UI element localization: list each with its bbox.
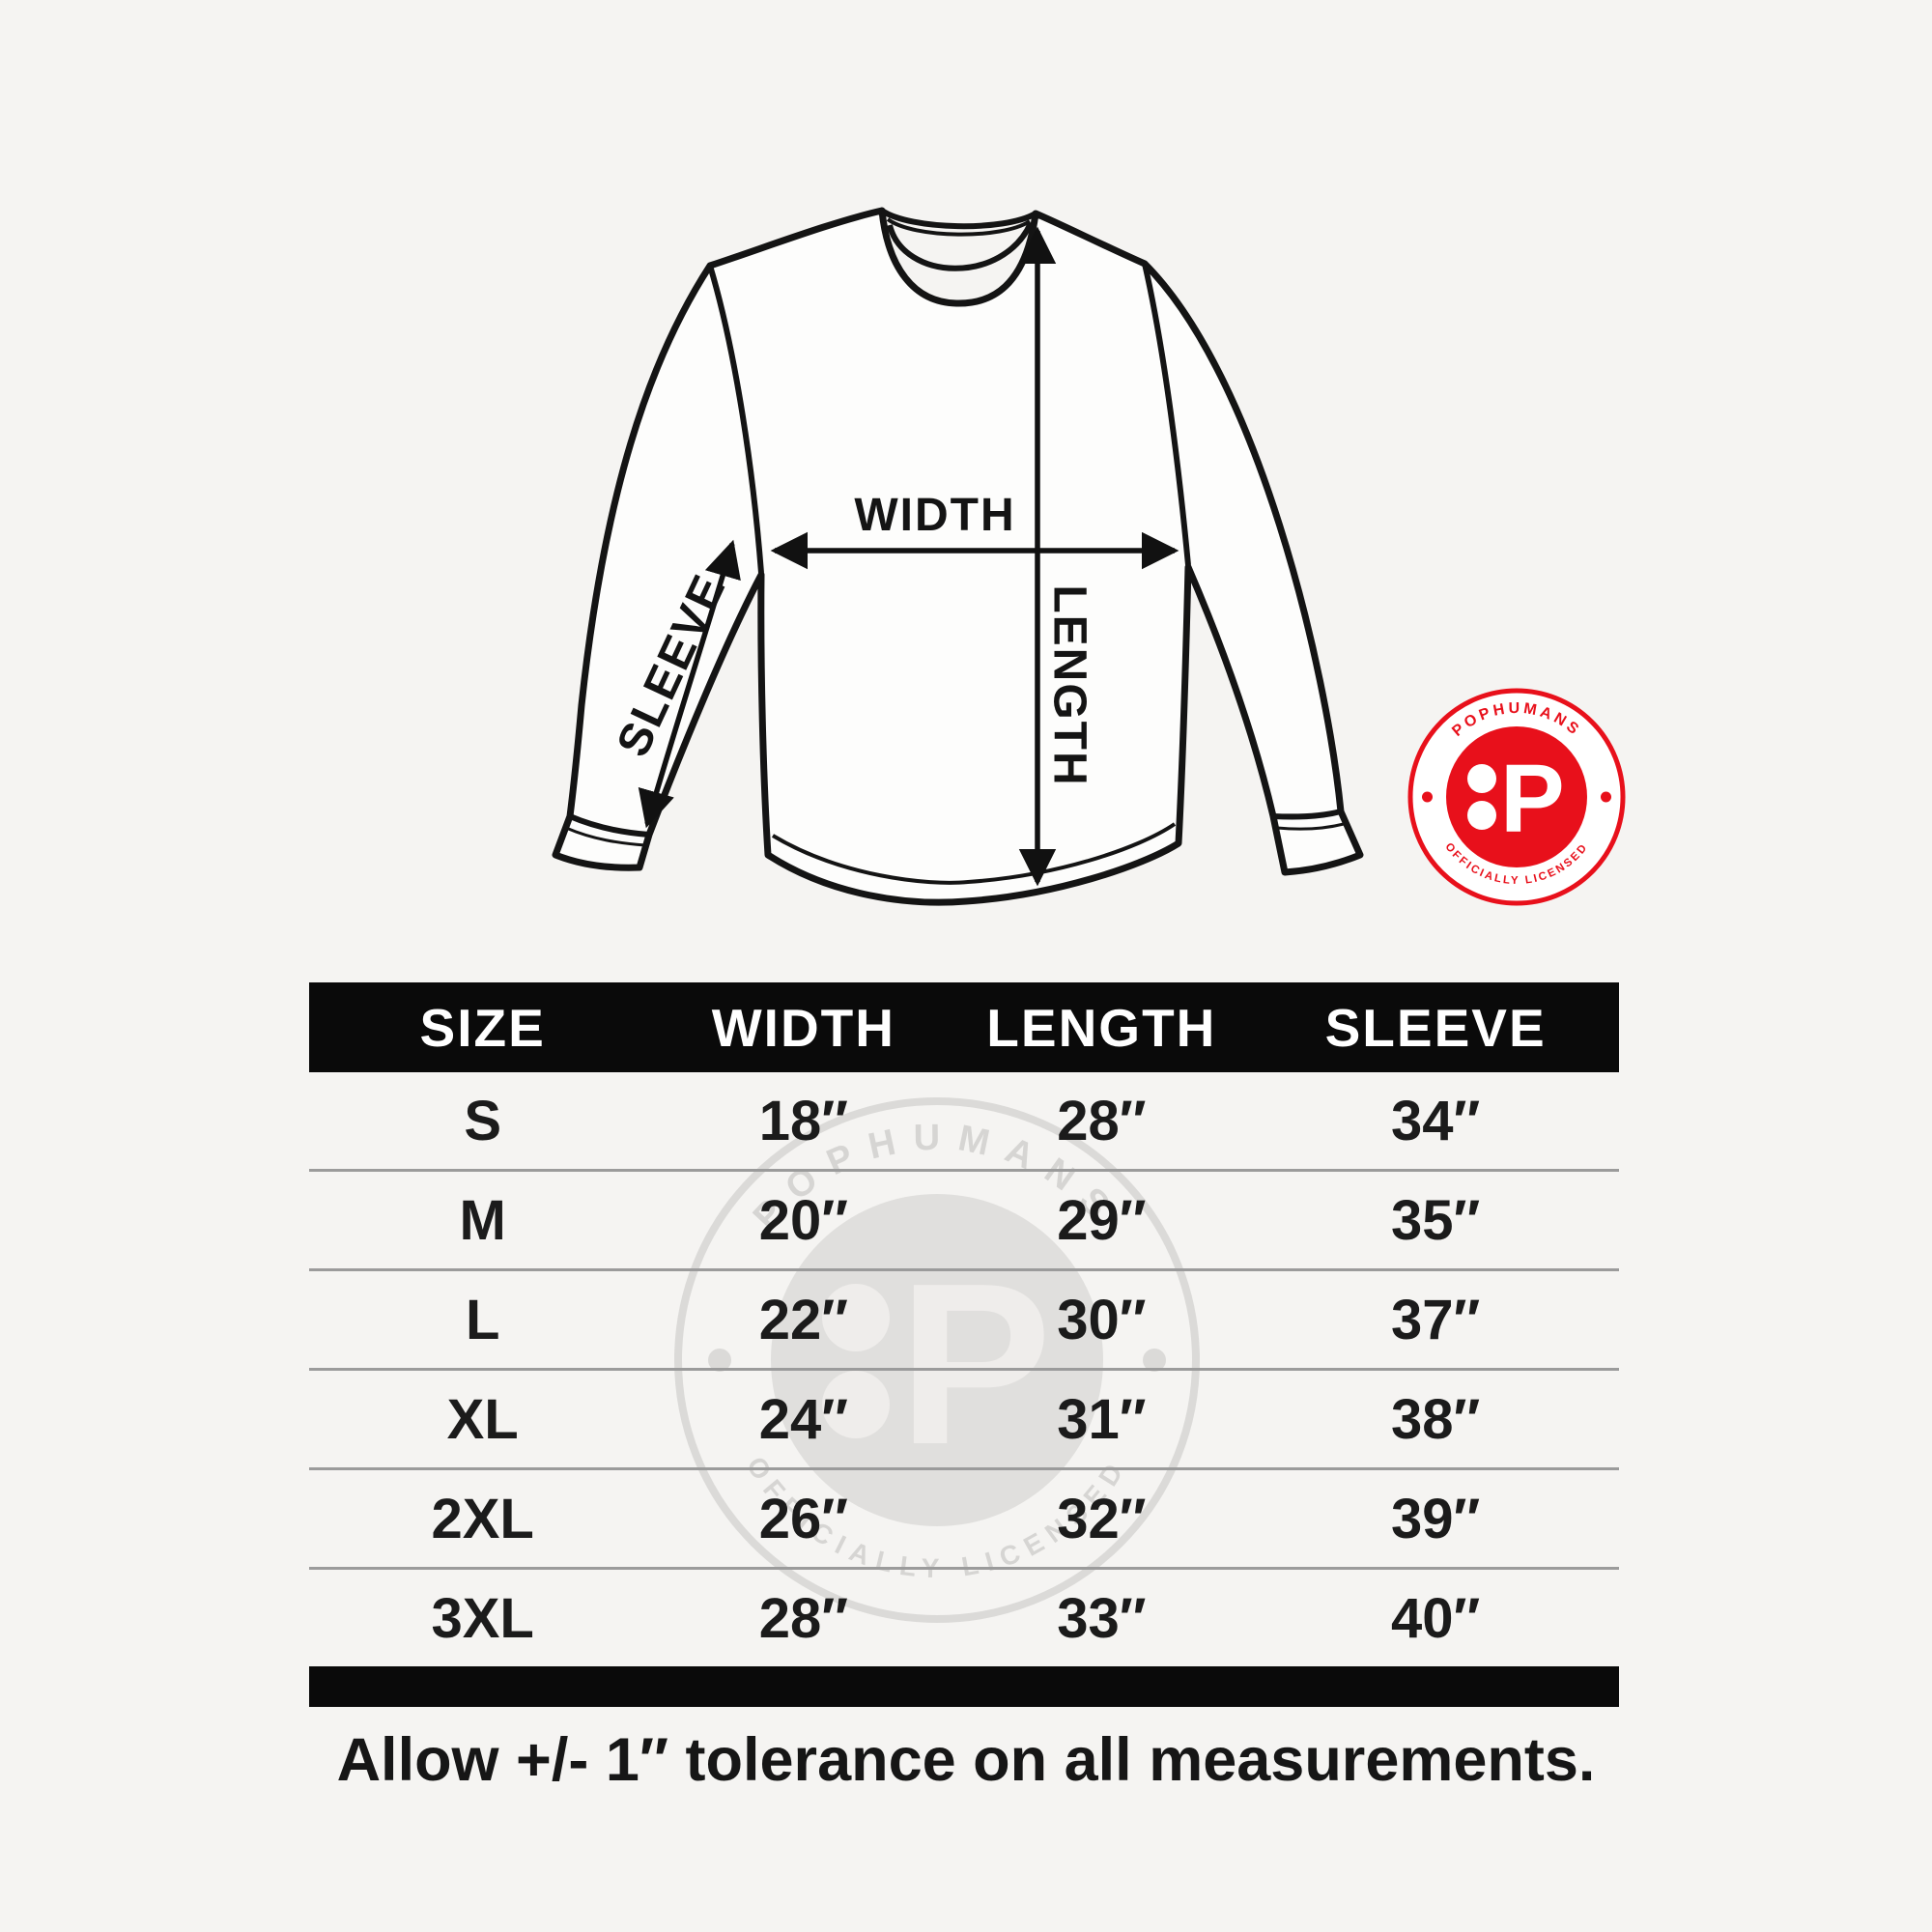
table-row: L 22″ 30″ 37″ xyxy=(309,1271,1619,1371)
watermark-colon-dot-bottom xyxy=(822,1371,890,1438)
watermark-outer-ring xyxy=(674,1097,1200,1623)
watermark-p-monogram: P xyxy=(898,1236,1052,1492)
watermark-seal-icon: POPHUMANS OFFICIALLY LICENSED P xyxy=(674,1097,1200,1623)
sleeve-cell: 37″ xyxy=(1390,1288,1481,1351)
badge-colon-dot-top xyxy=(1467,764,1496,793)
size-cell: L xyxy=(465,1288,500,1351)
length-cell: 28″ xyxy=(1057,1089,1147,1152)
tolerance-footnote: Allow +/- 1″ tolerance on all measuremen… xyxy=(336,1726,1596,1794)
officially-licensed-badge: POPHUMANS OFFICIALLY LICENSED P xyxy=(1406,686,1628,908)
size-cell: S xyxy=(464,1089,501,1152)
length-cell: 32″ xyxy=(1057,1487,1147,1550)
header-size: SIZE xyxy=(419,997,546,1058)
table-row: XL 24″ 31″ 38″ xyxy=(309,1371,1619,1470)
hem-stitch-line xyxy=(771,822,1177,885)
size-cell: 3XL xyxy=(431,1586,534,1650)
width-cell: 24″ xyxy=(758,1387,849,1451)
watermark-right-dot xyxy=(1143,1349,1166,1372)
table-row: 3XL 28″ 33″ 40″ xyxy=(309,1570,1619,1666)
length-cell: 33″ xyxy=(1057,1586,1147,1650)
brand-watermark: POPHUMANS OFFICIALLY LICENSED P xyxy=(667,1090,1208,1631)
length-cell: 29″ xyxy=(1057,1188,1147,1252)
shirt-outline xyxy=(552,207,1364,906)
width-cell: 20″ xyxy=(758,1188,849,1252)
left-sleeve-seam xyxy=(707,265,764,574)
watermark-inner-disc xyxy=(771,1194,1103,1526)
left-cuff-seam-2 xyxy=(565,826,646,847)
right-cuff-seam-2 xyxy=(1276,822,1345,831)
size-cell: 2XL xyxy=(431,1487,534,1550)
shirt-measurement-diagram: WIDTH LENGTH SLEEVE xyxy=(425,179,1372,961)
width-arrow-label: WIDTH xyxy=(854,490,1015,541)
width-cell: 18″ xyxy=(758,1089,849,1152)
length-arrow-label: LENGTH xyxy=(1043,584,1094,786)
header-sleeve: SLEEVE xyxy=(1324,997,1547,1058)
length-cell: 31″ xyxy=(1057,1387,1147,1451)
width-cell: 26″ xyxy=(758,1487,849,1550)
width-cell: 28″ xyxy=(758,1586,849,1650)
sleeve-cell: 38″ xyxy=(1390,1387,1481,1451)
right-sleeve-seam xyxy=(1142,263,1191,566)
sleeve-cell: 39″ xyxy=(1390,1487,1481,1550)
size-table-header: SIZE WIDTH LENGTH SLEEVE xyxy=(309,982,1619,1072)
long-sleeve-shirt-illustration: WIDTH LENGTH SLEEVE xyxy=(552,207,1364,906)
collar-back-line xyxy=(880,208,1037,230)
header-length: LENGTH xyxy=(986,997,1217,1058)
badge-left-dot xyxy=(1422,791,1433,803)
table-bottom-bar xyxy=(309,1666,1619,1707)
badge-right-dot xyxy=(1601,791,1611,803)
width-cell: 22″ xyxy=(758,1288,849,1351)
collar-rib-inner-line xyxy=(887,221,1034,271)
sleeve-arrow xyxy=(638,539,741,829)
watermark-colon-dot-top xyxy=(822,1284,890,1351)
badge-inner-disc xyxy=(1446,726,1587,867)
header-width: WIDTH xyxy=(711,997,895,1058)
badge-seal-icon: POPHUMANS OFFICIALLY LICENSED P xyxy=(1407,688,1626,906)
badge-p-monogram: P xyxy=(1500,745,1565,853)
sleeve-cell: 40″ xyxy=(1390,1586,1481,1650)
sleeve-cell: 35″ xyxy=(1390,1188,1481,1252)
table-row: 2XL 26″ 32″ 39″ xyxy=(309,1470,1619,1570)
watermark-left-dot xyxy=(708,1349,731,1372)
table-row: S 18″ 28″ 34″ xyxy=(309,1072,1619,1172)
size-table: SIZE WIDTH LENGTH SLEEVE S 18″ 28″ 34″ M… xyxy=(309,982,1619,1707)
size-cell: M xyxy=(459,1188,506,1252)
table-row: M 20″ 29″ 35″ xyxy=(309,1172,1619,1271)
left-cuff-seam xyxy=(568,813,650,838)
badge-colon-dot-bottom xyxy=(1467,801,1496,830)
sleeve-cell: 34″ xyxy=(1390,1089,1481,1152)
right-cuff-seam xyxy=(1272,809,1342,820)
size-cell: XL xyxy=(446,1387,519,1451)
length-cell: 30″ xyxy=(1057,1288,1147,1351)
collar-back-line-2 xyxy=(886,217,1032,237)
